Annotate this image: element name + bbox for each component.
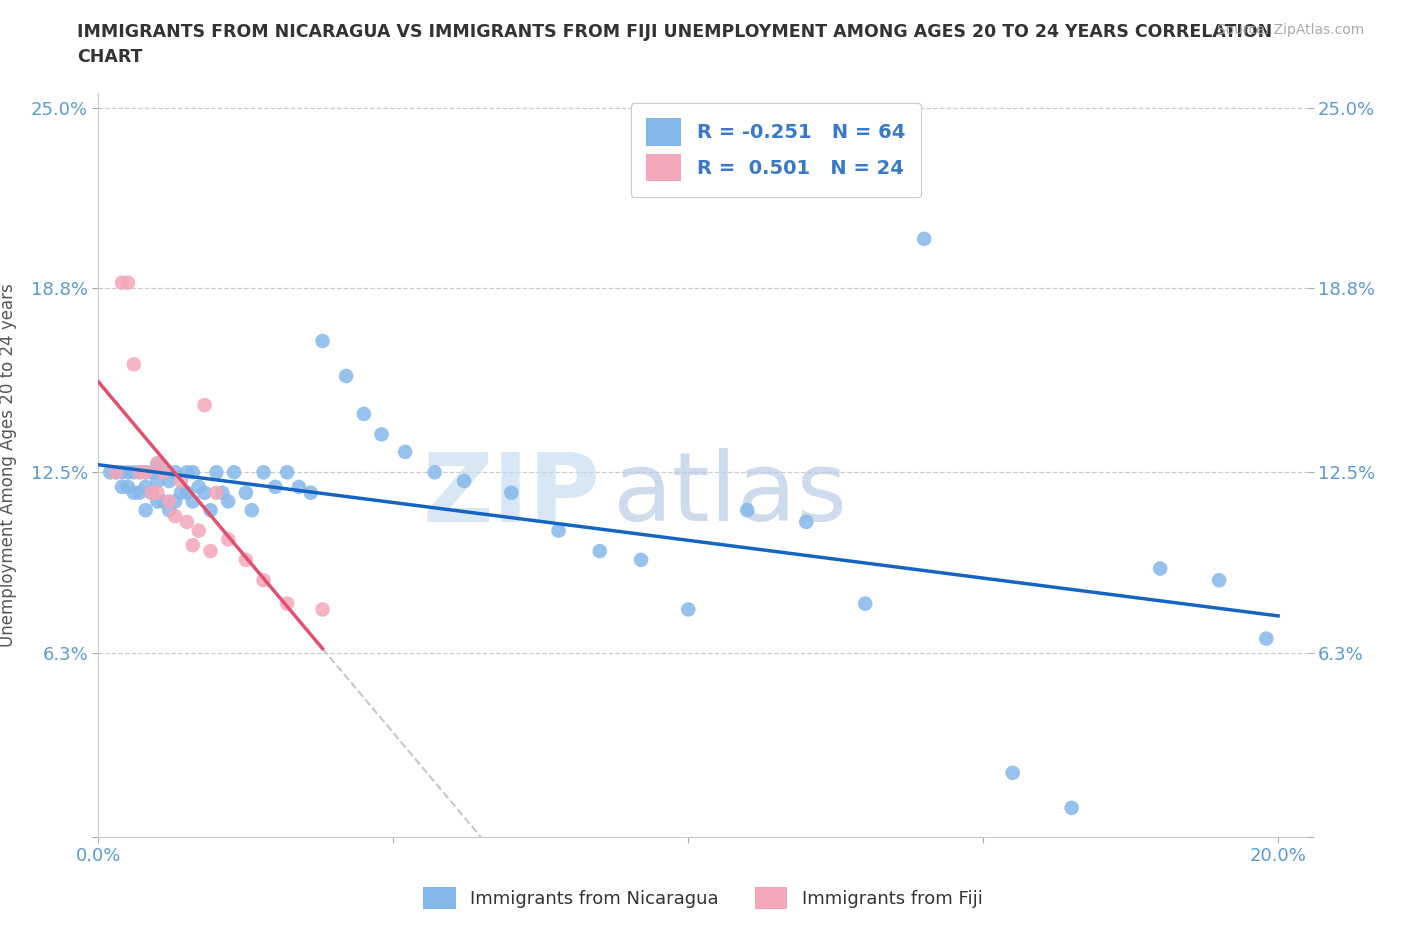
Point — [117, 480, 139, 495]
Point — [128, 465, 150, 480]
Point — [157, 473, 180, 488]
Point — [794, 514, 817, 529]
Point — [423, 465, 446, 480]
Point — [1149, 561, 1171, 576]
Legend: Immigrants from Nicaragua, Immigrants from Fiji: Immigrants from Nicaragua, Immigrants fr… — [416, 880, 990, 916]
Point — [370, 427, 392, 442]
Text: IMMIGRANTS FROM NICARAGUA VS IMMIGRANTS FROM FIJI UNEMPLOYMENT AMONG AGES 20 TO : IMMIGRANTS FROM NICARAGUA VS IMMIGRANTS … — [77, 23, 1272, 41]
Point — [111, 275, 134, 290]
Point — [630, 552, 652, 567]
Point — [176, 485, 198, 500]
Point — [170, 485, 193, 500]
Point — [205, 485, 228, 500]
Point — [335, 368, 357, 383]
Point — [912, 232, 935, 246]
Point — [181, 465, 204, 480]
Point — [98, 465, 121, 480]
Text: CHART: CHART — [77, 48, 143, 66]
Point — [181, 494, 204, 509]
Point — [211, 485, 233, 500]
Point — [146, 456, 169, 471]
Point — [194, 485, 217, 500]
Point — [135, 480, 157, 495]
Point — [678, 602, 700, 617]
Point — [170, 473, 193, 488]
Text: ZIP: ZIP — [422, 448, 600, 541]
Point — [152, 494, 174, 509]
Point — [105, 465, 128, 480]
Point — [1256, 631, 1278, 646]
Point — [200, 544, 222, 559]
Point — [288, 480, 311, 495]
Point — [111, 480, 134, 495]
Point — [165, 465, 187, 480]
Point — [217, 494, 239, 509]
Point — [122, 465, 145, 480]
Point — [135, 503, 157, 518]
Point — [157, 494, 180, 509]
Point — [176, 514, 198, 529]
Point — [135, 465, 157, 480]
Point — [264, 480, 287, 495]
Point — [205, 465, 228, 480]
Point — [222, 465, 245, 480]
Point — [152, 465, 174, 480]
Point — [105, 465, 128, 480]
Point — [235, 485, 257, 500]
Point — [252, 573, 274, 588]
Point — [146, 494, 169, 509]
Point — [165, 509, 187, 524]
Point — [353, 406, 375, 421]
Text: atlas: atlas — [613, 448, 848, 541]
Point — [453, 473, 475, 488]
Point — [187, 480, 209, 495]
Point — [1208, 573, 1230, 588]
Point — [176, 465, 198, 480]
Point — [117, 275, 139, 290]
Point — [547, 524, 569, 538]
Point — [128, 465, 150, 480]
Point — [240, 503, 263, 518]
Point — [141, 485, 163, 500]
Point — [311, 602, 333, 617]
Point — [135, 465, 157, 480]
Point — [146, 473, 169, 488]
Point — [276, 596, 298, 611]
Point — [217, 532, 239, 547]
Point — [111, 465, 134, 480]
Point — [853, 596, 876, 611]
Point — [235, 552, 257, 567]
Point — [194, 398, 217, 413]
Point — [122, 357, 145, 372]
Point — [157, 503, 180, 518]
Point — [252, 465, 274, 480]
Point — [187, 524, 209, 538]
Point — [311, 334, 333, 349]
Point — [1001, 765, 1024, 780]
Point — [165, 494, 187, 509]
Y-axis label: Unemployment Among Ages 20 to 24 years: Unemployment Among Ages 20 to 24 years — [0, 283, 17, 647]
Point — [589, 544, 612, 559]
Text: Source: ZipAtlas.com: Source: ZipAtlas.com — [1216, 23, 1364, 37]
Point — [122, 485, 145, 500]
Point — [1060, 801, 1083, 816]
Point — [181, 538, 204, 552]
Point — [200, 503, 222, 518]
Point — [146, 485, 169, 500]
Point — [128, 485, 150, 500]
Point — [141, 465, 163, 480]
Point — [117, 465, 139, 480]
Point — [299, 485, 322, 500]
Point — [276, 465, 298, 480]
Point — [394, 445, 416, 459]
Point — [141, 485, 163, 500]
Point — [501, 485, 523, 500]
Legend: R = -0.251   N = 64, R =  0.501   N = 24: R = -0.251 N = 64, R = 0.501 N = 24 — [630, 102, 921, 196]
Point — [152, 465, 174, 480]
Point — [735, 503, 758, 518]
Point — [146, 456, 169, 471]
